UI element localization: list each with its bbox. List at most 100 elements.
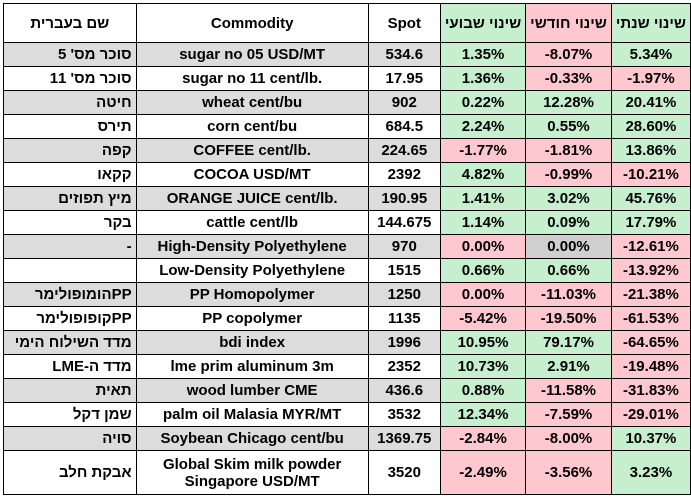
cell-spot: 1515	[367, 258, 441, 283]
cell-hebrew-name: שמן דקל	[3, 402, 137, 427]
cell-monthly-change: -8.07%	[525, 42, 612, 67]
cell-commodity: PP copolymer	[135, 306, 369, 331]
cell-yearly-change: 5.34%	[610, 42, 691, 67]
table-row: Low-Density Polyethylene 1515 0.66% 0.66% -1…	[3, 258, 691, 283]
cell-spot: 1369.75	[367, 426, 441, 451]
cell-monthly-change: -0.99%	[525, 162, 612, 187]
table-row: מדד ה-LME lme prim aluminum 3m 2352 10.73% 2…	[3, 354, 691, 379]
cell-commodity: Low-Density Polyethylene	[135, 258, 369, 283]
header-hebrew-name: שם בעברית	[3, 3, 137, 43]
cell-yearly-change: -1.97%	[610, 66, 691, 91]
cell-monthly-change: -11.58%	[525, 378, 612, 403]
cell-weekly-change: -2.84%	[439, 426, 527, 451]
cell-yearly-change: 13.86%	[610, 138, 691, 163]
cell-spot: 970	[367, 234, 441, 259]
cell-weekly-change: 0.66%	[439, 258, 527, 283]
header-spot: Spot	[367, 3, 441, 43]
cell-weekly-change: -5.42%	[439, 306, 527, 331]
table-row: מדד השילוח הימי bdi index 1996 10.95% 79.17%…	[3, 330, 691, 355]
cell-weekly-change: 0.88%	[439, 378, 527, 403]
cell-yearly-change: -21.38%	[610, 282, 691, 307]
cell-spot: 2392	[367, 162, 441, 187]
cell-yearly-change: -31.83%	[610, 378, 691, 403]
cell-monthly-change: 0.66%	[525, 258, 612, 283]
cell-hebrew-name: אבקת חלב	[3, 450, 137, 495]
table-row: קקאו COCOA USD/MT 2392 4.82% -0.99% -10.21%	[3, 162, 691, 187]
cell-spot: 190.95	[367, 186, 441, 211]
cell-monthly-change: 12.28%	[525, 90, 612, 115]
cell-yearly-change: 3.23%	[610, 450, 691, 495]
table-row: תאית wood lumber CME 436.6 0.88% -11.58% -31.…	[3, 378, 691, 403]
cell-weekly-change: 10.95%	[439, 330, 527, 355]
table-row: תירס corn cent/bu 684.5 2.24% 0.55% 28.60%	[3, 114, 691, 139]
cell-spot: 436.6	[367, 378, 441, 403]
cell-commodity: corn cent/bu	[135, 114, 369, 139]
cell-hebrew-name: -	[3, 234, 137, 259]
cell-monthly-change: 0.00%	[525, 234, 612, 259]
table-row: אבקת חלב Global Skim milk powder Singapore…	[3, 450, 691, 495]
table-row: סוכר מס' 11 sugar no 11 cent/lb. 17.95 1.36…	[3, 66, 691, 91]
cell-commodity: lme prim aluminum 3m	[135, 354, 369, 379]
cell-commodity-line1: Global Skim milk powder	[162, 455, 342, 473]
commodity-table: שם בעברית Commodity Spot שינוי שבועי שינ…	[3, 3, 691, 495]
cell-hebrew-name: תירס	[3, 114, 137, 139]
cell-commodity: COCOA USD/MT	[135, 162, 369, 187]
cell-commodity: PP Homopolymer	[135, 282, 369, 307]
cell-monthly-change: -3.56%	[525, 450, 612, 495]
cell-commodity: sugar no 11 cent/lb.	[135, 66, 369, 91]
cell-spot: 1996	[367, 330, 441, 355]
cell-commodity: High-Density Polyethylene	[135, 234, 369, 259]
header-commodity: Commodity	[135, 3, 369, 43]
cell-spot: 902	[367, 90, 441, 115]
cell-commodity: ORANGE JUICE cent/lb.	[135, 186, 369, 211]
cell-yearly-change: -29.01%	[610, 402, 691, 427]
cell-spot: 144.675	[367, 210, 441, 235]
cell-yearly-change: -13.92%	[610, 258, 691, 283]
cell-commodity: wheat cent/bu	[135, 90, 369, 115]
cell-weekly-change: 1.35%	[439, 42, 527, 67]
cell-monthly-change: -19.50%	[525, 306, 612, 331]
cell-hebrew-name: מדד השילוח הימי	[3, 330, 137, 355]
cell-hebrew-name: PPקופופולימר	[3, 306, 137, 331]
cell-hebrew-name: סוכר מס' 11	[3, 66, 137, 91]
cell-weekly-change: 4.82%	[439, 162, 527, 187]
cell-weekly-change: 12.34%	[439, 402, 527, 427]
cell-hebrew-name: קפה	[3, 138, 137, 163]
cell-hebrew-name: PPהומופולימר	[3, 282, 137, 307]
cell-weekly-change: -2.49%	[439, 450, 527, 495]
cell-monthly-change: -1.81%	[525, 138, 612, 163]
cell-monthly-change: 2.91%	[525, 354, 612, 379]
table-row: בקר cattle cent/lb 144.675 1.14% 0.09% 17.79%	[3, 210, 691, 235]
cell-spot: 2352	[367, 354, 441, 379]
cell-spot: 684.5	[367, 114, 441, 139]
table-row: PPהומופולימר PP Homopolymer 1250 0.00% -11.0…	[3, 282, 691, 307]
cell-spot: 17.95	[367, 66, 441, 91]
cell-spot: 1135	[367, 306, 441, 331]
cell-monthly-change: 3.02%	[525, 186, 612, 211]
cell-monthly-change: 0.09%	[525, 210, 612, 235]
table-row: שמן דקל palm oil Malasia MYR/MT 3532 12.34%…	[3, 402, 691, 427]
cell-weekly-change: 0.00%	[439, 282, 527, 307]
cell-hebrew-name: מדד ה-LME	[3, 354, 137, 379]
cell-spot: 3520	[367, 450, 441, 495]
cell-yearly-change: 28.60%	[610, 114, 691, 139]
cell-weekly-change: 1.41%	[439, 186, 527, 211]
cell-yearly-change: 20.41%	[610, 90, 691, 115]
cell-hebrew-name: סויה	[3, 426, 137, 451]
header-monthly-change: שינוי חודשי	[525, 3, 612, 43]
cell-hebrew-name: תאית	[3, 378, 137, 403]
cell-spot: 3532	[367, 402, 441, 427]
cell-yearly-change: -64.65%	[610, 330, 691, 355]
cell-spot: 534.6	[367, 42, 441, 67]
cell-monthly-change: -11.03%	[525, 282, 612, 307]
cell-weekly-change: 1.36%	[439, 66, 527, 91]
cell-commodity: wood lumber CME	[135, 378, 369, 403]
cell-commodity: cattle cent/lb	[135, 210, 369, 235]
cell-spot: 224.65	[367, 138, 441, 163]
header-row: שם בעברית Commodity Spot שינוי שבועי שינ…	[3, 3, 691, 43]
cell-commodity: Global Skim milk powder Singapore USD/MT	[135, 450, 369, 495]
cell-weekly-change: 2.24%	[439, 114, 527, 139]
cell-weekly-change: 10.73%	[439, 354, 527, 379]
cell-monthly-change: 0.55%	[525, 114, 612, 139]
cell-monthly-change: -7.59%	[525, 402, 612, 427]
